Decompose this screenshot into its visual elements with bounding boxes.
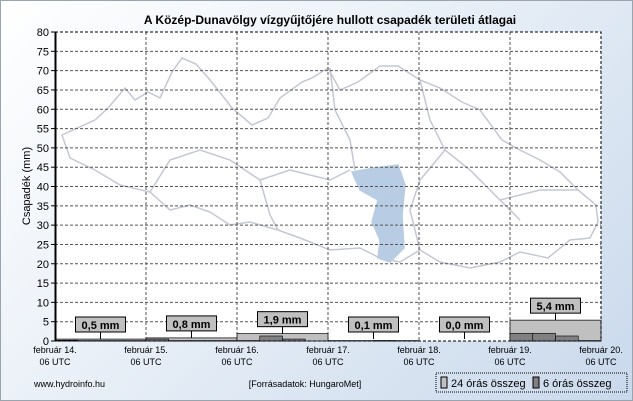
y-tick-label: 40: [37, 182, 49, 194]
legend-swatch-6h: [532, 376, 540, 389]
bar-value-label: 0,8 mm: [173, 319, 211, 331]
x-tick-time: 06 UTC: [130, 357, 162, 367]
bar-value-label: 0,0 mm: [446, 320, 484, 332]
bar-label-box: [348, 316, 399, 333]
y-tick-label: 35: [37, 201, 49, 213]
y-tick-label: 20: [37, 259, 49, 271]
legend-swatch-24h: [440, 376, 448, 389]
watershed-outline: [61, 57, 599, 269]
bar-6h: [145, 338, 170, 342]
chart-title: A Közép-Dunavölgy vízgyűjtőjére hullott …: [144, 13, 516, 27]
x-tick-date: február 19.: [488, 345, 532, 355]
x-axis: február 14. 06 UTC február 15. 06 UTC februá…: [33, 345, 623, 367]
x-tick-date: február 14.: [33, 345, 77, 355]
bar-label-box: [257, 311, 308, 328]
y-tick-label: 80: [37, 27, 49, 39]
legend-label-6h: 6 órás összeg: [543, 378, 611, 390]
bar-6h: [555, 335, 579, 342]
y-tick-label: 30: [37, 220, 49, 232]
x-tick-time: 06 UTC: [221, 357, 253, 367]
bar-label-box: [439, 316, 490, 333]
y-tick-label: 15: [37, 278, 49, 290]
footer-site: www.hydroinfo.hu: [33, 379, 105, 389]
bar-6h: [509, 332, 534, 342]
x-tick-date: február 17.: [306, 345, 350, 355]
y-tick-label: 60: [37, 104, 49, 116]
x-tick-time: 06 UTC: [403, 357, 435, 367]
x-tick-time: 06 UTC: [312, 357, 344, 367]
legend-label-24h: 24 órás összeg: [451, 378, 526, 390]
y-tick-label: 55: [37, 124, 49, 136]
footer-source: [Forrásadatok: HungaroMet]: [249, 379, 362, 389]
x-tick-time: 06 UTC: [585, 357, 617, 367]
legend-box: [435, 372, 628, 393]
y-tick-label: 10: [37, 297, 49, 309]
x-tick-date: február 18.: [397, 345, 441, 355]
bar-label-box: [75, 316, 126, 333]
subbasin-lines: [149, 67, 578, 251]
bar-value-label: 1,9 mm: [264, 315, 302, 327]
y-tick-label: 5: [43, 317, 49, 329]
bar-label-box: [166, 315, 217, 332]
bar-value-label: 0,1 mm: [355, 320, 393, 332]
bar-labels: 0,5 mm 0,8 mm 1,9 mm 0,1 mm 0,0 mm 5,4 mm: [75, 297, 581, 339]
bar-value-label: 0,5 mm: [82, 320, 120, 332]
bar-value-label: 5,4 mm: [537, 301, 575, 313]
y-tick-label: 0: [43, 336, 49, 348]
x-tick-date: február 15.: [124, 345, 168, 355]
bar-6h: [532, 332, 556, 342]
y-tick-label: 75: [37, 46, 49, 58]
y-tick-label: 70: [37, 66, 49, 78]
y-tick-label: 50: [37, 143, 49, 155]
bar-6h: [259, 335, 283, 342]
x-tick-date: február 20.: [579, 345, 623, 355]
x-tick-time: 06 UTC: [494, 357, 526, 367]
x-tick-time: 06 UTC: [39, 357, 71, 367]
bar-label-box: [530, 297, 581, 314]
highlighted-subbasin: [350, 164, 406, 263]
y-axis: 0 5 10 15 20 25 30 35 40 45 50 55 60 65 70 75 80: [37, 27, 55, 348]
legend: 24 órás összeg 6 órás összeg: [435, 372, 628, 393]
y-tick-label: 65: [37, 85, 49, 97]
region-map: [61, 57, 599, 269]
y-tick-label: 25: [37, 239, 49, 251]
x-tick-date: február 16.: [215, 345, 259, 355]
y-tick-label: 45: [37, 162, 49, 174]
y-axis-label: Csapadék (mm): [21, 147, 33, 225]
